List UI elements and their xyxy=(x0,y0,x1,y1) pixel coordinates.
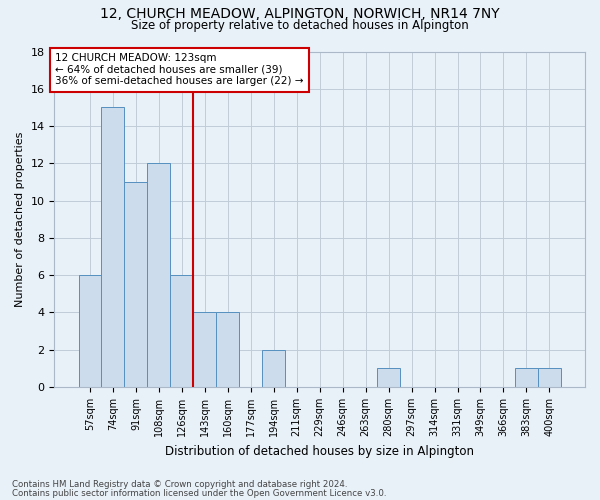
Bar xyxy=(79,275,101,387)
Bar xyxy=(377,368,400,387)
Bar xyxy=(170,275,193,387)
X-axis label: Distribution of detached houses by size in Alpington: Distribution of detached houses by size … xyxy=(165,444,474,458)
Bar xyxy=(101,108,124,387)
Text: Contains public sector information licensed under the Open Government Licence v3: Contains public sector information licen… xyxy=(12,489,386,498)
Bar xyxy=(515,368,538,387)
Bar xyxy=(148,164,170,387)
Bar xyxy=(193,312,217,387)
Bar xyxy=(262,350,285,387)
Text: 12, CHURCH MEADOW, ALPINGTON, NORWICH, NR14 7NY: 12, CHURCH MEADOW, ALPINGTON, NORWICH, N… xyxy=(100,8,500,22)
Text: Contains HM Land Registry data © Crown copyright and database right 2024.: Contains HM Land Registry data © Crown c… xyxy=(12,480,347,489)
Text: Size of property relative to detached houses in Alpington: Size of property relative to detached ho… xyxy=(131,19,469,32)
Bar xyxy=(124,182,148,387)
Y-axis label: Number of detached properties: Number of detached properties xyxy=(15,132,25,307)
Text: 12 CHURCH MEADOW: 123sqm
← 64% of detached houses are smaller (39)
36% of semi-d: 12 CHURCH MEADOW: 123sqm ← 64% of detach… xyxy=(55,53,304,86)
Bar xyxy=(217,312,239,387)
Bar xyxy=(538,368,561,387)
